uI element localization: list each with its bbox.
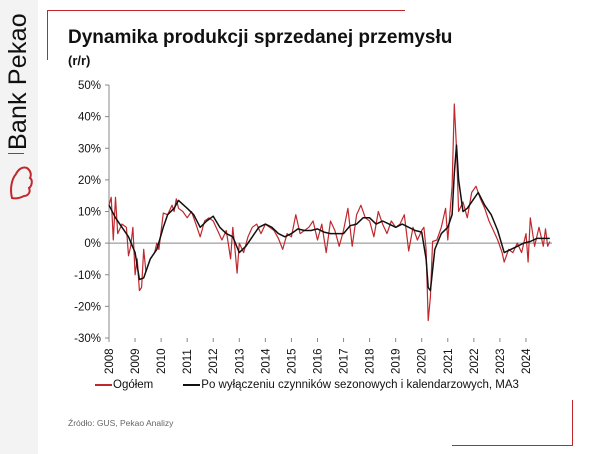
frame-line-left <box>47 10 48 60</box>
x-tick-label: 2014 <box>260 348 272 374</box>
x-tick-label: 2010 <box>156 348 168 374</box>
x-tick-label: 2016 <box>312 348 324 374</box>
legend-swatch-black <box>183 383 201 386</box>
x-tick-label: 2024 <box>521 348 533 374</box>
legend-label: Po wyłączeniu czynników sezonowych i kal… <box>201 379 519 391</box>
frame-line-top <box>47 10 405 11</box>
y-tick-label: -30% <box>74 333 101 345</box>
y-tick-label: 40% <box>78 112 101 124</box>
x-tick-label: 2013 <box>234 348 246 374</box>
chart-subtitle: (r/r) <box>68 53 91 68</box>
x-tick-label: 2020 <box>417 348 429 374</box>
y-tick-label: 30% <box>78 143 101 155</box>
x-tick-label: 2023 <box>495 348 507 374</box>
y-tick-label: 10% <box>78 207 101 219</box>
frame-line-right <box>572 400 573 445</box>
x-tick-label: 2015 <box>286 348 298 374</box>
series-line-ma3 <box>108 144 550 292</box>
y-tick-label: 50% <box>78 80 101 92</box>
legend: Ogółem Po wyłączeniu czynników sezonowyc… <box>95 379 519 391</box>
x-tick-label: 2019 <box>391 348 403 374</box>
legend-item-ma3: Po wyłączeniu czynników sezonowych i kal… <box>183 379 519 391</box>
x-tick-label: 2009 <box>130 348 142 374</box>
source-note: Źródło: GUS, Pekao Analizy <box>68 418 174 428</box>
y-tick-label: -20% <box>74 301 101 313</box>
y-tick-label: -10% <box>74 270 101 282</box>
logo-divider <box>8 153 24 154</box>
x-tick-label: 2017 <box>339 348 351 374</box>
series-line-ogolem <box>108 103 551 322</box>
x-tick-label: 2011 <box>182 349 194 374</box>
chart-title: Dynamika produkcji sprzedanej przemysłu <box>68 27 453 48</box>
legend-label: Ogółem <box>113 379 154 391</box>
x-tick-label: 2022 <box>469 348 481 374</box>
x-tick-label: 2012 <box>208 348 220 374</box>
legend-swatch-red <box>95 383 112 386</box>
legend-item-ogolem: Ogółem <box>95 379 153 391</box>
frame-line-bottom <box>452 445 573 446</box>
x-tick-label: 2008 <box>104 348 116 374</box>
logo-strip <box>0 0 38 454</box>
y-tick-label: 0% <box>84 238 101 250</box>
pekao-emblem-icon <box>10 166 33 200</box>
y-tick-label: 20% <box>78 175 101 187</box>
x-tick-label: 2021 <box>443 348 455 374</box>
x-tick-label: 2018 <box>365 348 377 374</box>
